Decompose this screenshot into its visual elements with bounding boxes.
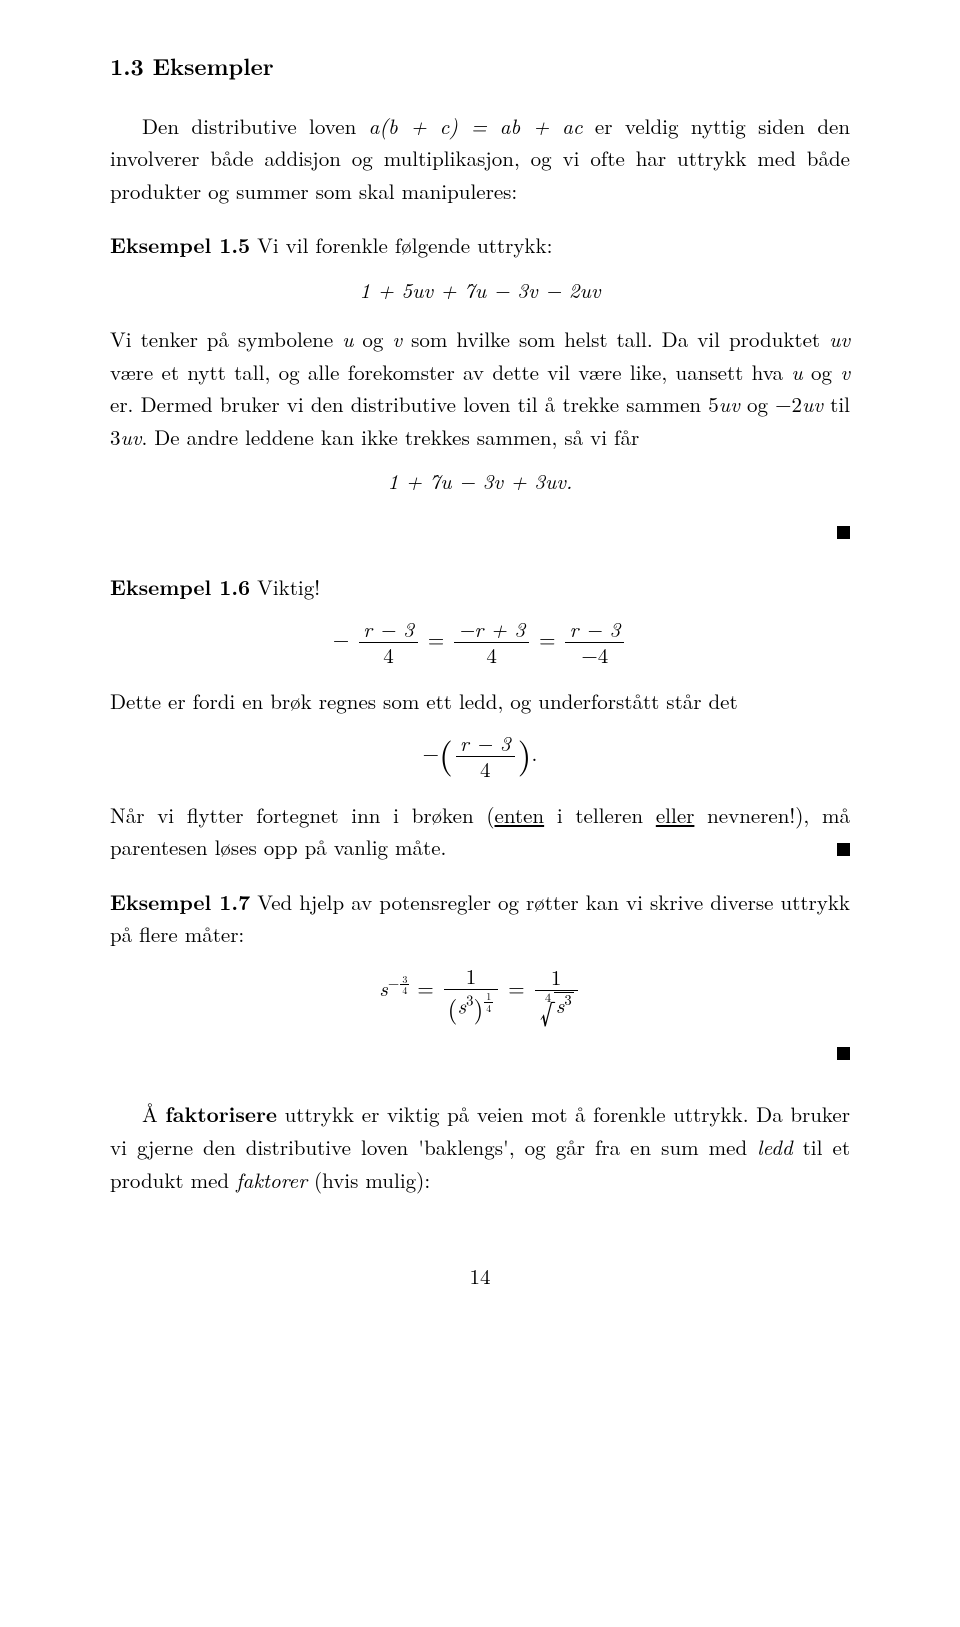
closing-pre: Å [142, 1099, 165, 1129]
ex17-rootidx: 4 [545, 988, 551, 1006]
qed-1 [110, 515, 850, 548]
ex17-expd: 4 [400, 985, 409, 995]
ex15-v2: v [840, 357, 850, 387]
closing-paragraph: Å faktorisere uttrykk er viktig på veien… [110, 1098, 850, 1196]
ex17-r1n: 1 [444, 965, 499, 990]
example-1-6-lead: Eksempel 1.6 Viktig! [110, 571, 850, 604]
ex16-enten: enten [495, 800, 545, 830]
ex17-r1de: 14 [483, 990, 494, 1011]
ex17-eq2: = [508, 973, 531, 1003]
ex16-frac2: −r + 3 4 [454, 618, 529, 667]
ex15-uv1: uv [829, 324, 850, 354]
example-1-5-eq2: 1 + 7u − 3v + 3uv. [388, 466, 573, 496]
ex17-eq1: = [417, 973, 440, 1003]
ex15-and2: og [803, 357, 841, 387]
ex16-bb-mid: i telleren [544, 800, 656, 830]
ex17-r1d: (s3)14 [444, 990, 499, 1018]
intro-text-before: Den distributive loven [142, 111, 369, 141]
ex17-r2n: 1 [535, 966, 578, 991]
ex16-eller: eller [656, 800, 695, 830]
ex16-pfd: 4 [456, 757, 515, 781]
intro-paragraph: Den distributive loven a(b + c) = ab + a… [110, 110, 850, 208]
section-number: 1.3 [110, 49, 144, 82]
ex16-pneg: − [423, 738, 439, 768]
qed-box-icon-3 [837, 1047, 850, 1060]
example-1-5-display-1: 1 + 5uv + 7u − 3v − 2uv [110, 276, 850, 305]
example-1-5-label: Eksempel 1.5 [110, 230, 250, 260]
page: 1.3 Eksempler Den distributive loven a(b… [0, 0, 960, 1627]
ex15-be: og −2 [740, 389, 802, 419]
ex15-u1: u [342, 324, 353, 354]
section-heading: 1.3 Eksempler [110, 48, 850, 84]
ex17-exp: −34 [388, 972, 410, 993]
example-1-5-lead-text: Vi vil forenkle følgende uttrykk: [250, 230, 552, 260]
ex17-r2d: 4√s3 [535, 991, 578, 1017]
ex16-frac1: r − 3 4 [359, 618, 418, 667]
example-1-6-body-b: Når vi flytter fortegnet inn i brøken (e… [110, 799, 850, 864]
ex17-frac2: 1 4√s3 [535, 966, 578, 1017]
example-1-6-lead-text: Viktig! [250, 572, 320, 602]
closing-fakt: faktorisere [165, 1099, 277, 1129]
example-1-6-display-1: − r − 3 4 = −r + 3 4 = r − 3 −4 [110, 618, 850, 667]
ex15-v1: v [392, 324, 402, 354]
rparen2-icon: ) [473, 991, 483, 1026]
ex15-and1: og [353, 324, 392, 354]
ex17-frac1: 1 (s3)14 [444, 965, 499, 1018]
ex16-eq2: = [539, 624, 562, 654]
ex16-f1d: 4 [359, 643, 418, 667]
closing-ledd: ledd [757, 1132, 792, 1162]
ex16-eq1: = [428, 624, 451, 654]
ex16-f2d: 4 [454, 643, 529, 667]
qed-box-icon-2 [837, 843, 850, 856]
example-1-5-display-2: 1 + 7u − 3v + 3uv. [110, 467, 850, 496]
qed-3 [110, 1036, 850, 1069]
ex16-frac3: r − 3 −4 [565, 618, 624, 667]
ex16-pf: r − 3 4 [456, 732, 515, 781]
closing-bc: (hvis mulig): [307, 1165, 430, 1195]
ex15-u2: u [791, 357, 802, 387]
ex16-bb-pre: Når vi flytter fortegnet inn i brøken ( [110, 800, 495, 830]
ex15-bb: som hvilke som helst tall. Da vil produk… [402, 324, 829, 354]
ex16-ba: Dette er fordi en brøk regnes som ett le… [110, 686, 738, 716]
section-title: Eksempler [153, 49, 274, 82]
example-1-5-eq1: 1 + 5uv + 7u − 3v − 2uv [359, 275, 600, 305]
example-1-7-lead: Eksempel 1.7 Ved hjelp av potensregler o… [110, 886, 850, 951]
example-1-6-label: Eksempel 1.6 [110, 572, 250, 602]
ex16-pfn: r − 3 [456, 732, 515, 757]
ex17-s: s [379, 973, 388, 1003]
ex15-uv2: uv [719, 389, 740, 419]
example-1-5-lead: Eksempel 1.5 Vi vil forenkle følgende ut… [110, 229, 850, 262]
rparen-icon: ) [518, 728, 532, 778]
lparen-icon: ( [439, 728, 453, 778]
example-1-7-label: Eksempel 1.7 [110, 887, 250, 917]
ex16-f3d: −4 [565, 643, 624, 667]
lparen2-icon: ( [448, 991, 458, 1026]
ex16-period: . [532, 738, 538, 768]
ex15-ba: Vi tenker på symbolene [110, 324, 342, 354]
ex17-r1db: s [457, 991, 466, 1021]
ex15-bd: er. Dermed bruker vi den distributive lo… [110, 389, 719, 419]
page-number: 14 [110, 1260, 850, 1293]
example-1-6-display-2: −( r − 3 4 ). [110, 732, 850, 781]
qed-box-icon [837, 526, 850, 539]
ex17-radp: 3 [564, 989, 571, 1010]
example-1-6-body-a: Dette er fordi en brøk regnes som ett le… [110, 685, 850, 718]
ex15-uv3: uv [802, 389, 823, 419]
ex15-uv4: uv [121, 422, 142, 452]
example-1-5-body: Vi tenker på symbolene u og v som hvilke… [110, 323, 850, 453]
ex17-radicand: s3 [554, 992, 574, 1016]
intro-inline-math: a(b + c) = ab + ac [369, 111, 583, 141]
ex16-neg: − [333, 624, 349, 654]
ex15-bg: . De andre leddene kan ikke trekkes samm… [141, 422, 639, 452]
closing-faktorer: faktorer [236, 1165, 307, 1195]
example-1-7-display: s−34 = 1 (s3)14 = 1 4√s3 [110, 965, 850, 1018]
ex17-r1ded: 4 [484, 1003, 493, 1014]
ex15-bc: være et nytt tall, og alle forekomster a… [110, 357, 791, 387]
